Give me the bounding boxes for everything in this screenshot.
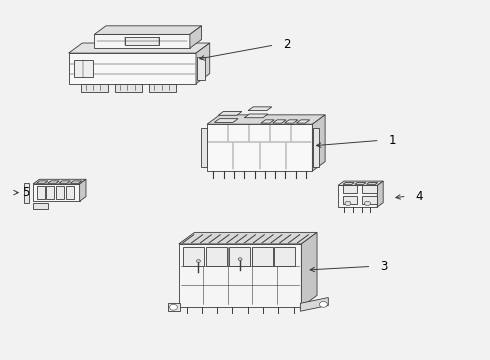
Polygon shape	[149, 84, 176, 91]
Polygon shape	[218, 112, 242, 115]
Polygon shape	[183, 247, 204, 266]
Polygon shape	[261, 120, 274, 123]
Text: 4: 4	[416, 190, 423, 203]
Polygon shape	[248, 107, 272, 111]
Polygon shape	[338, 185, 377, 207]
Polygon shape	[206, 247, 227, 266]
Polygon shape	[296, 120, 310, 123]
Polygon shape	[81, 84, 108, 91]
Polygon shape	[362, 185, 377, 193]
Circle shape	[365, 201, 370, 206]
Polygon shape	[33, 203, 48, 209]
Polygon shape	[125, 37, 159, 45]
Text: 3: 3	[380, 260, 388, 273]
Polygon shape	[207, 115, 325, 124]
Polygon shape	[66, 186, 74, 199]
Polygon shape	[69, 43, 210, 53]
Circle shape	[345, 201, 351, 206]
Polygon shape	[245, 114, 268, 118]
Polygon shape	[74, 60, 93, 77]
Polygon shape	[301, 233, 317, 307]
Polygon shape	[343, 185, 357, 193]
Polygon shape	[95, 26, 201, 34]
Polygon shape	[79, 179, 86, 201]
Polygon shape	[343, 196, 357, 204]
Polygon shape	[48, 181, 59, 183]
Polygon shape	[37, 186, 45, 199]
Text: 1: 1	[389, 134, 396, 147]
Polygon shape	[362, 196, 377, 204]
Polygon shape	[190, 26, 201, 48]
Text: 2: 2	[283, 39, 291, 51]
Polygon shape	[59, 181, 71, 183]
Polygon shape	[95, 34, 190, 48]
Polygon shape	[115, 84, 142, 91]
Polygon shape	[196, 43, 210, 84]
Polygon shape	[33, 184, 79, 201]
Polygon shape	[71, 181, 82, 183]
Polygon shape	[274, 247, 295, 266]
Polygon shape	[207, 124, 313, 171]
Polygon shape	[56, 186, 64, 199]
Circle shape	[238, 258, 242, 261]
Polygon shape	[367, 183, 378, 184]
Polygon shape	[168, 303, 180, 311]
Polygon shape	[197, 57, 205, 80]
Polygon shape	[179, 244, 301, 307]
Circle shape	[319, 302, 327, 307]
Polygon shape	[313, 115, 325, 171]
Polygon shape	[343, 183, 354, 184]
Polygon shape	[338, 181, 383, 185]
Circle shape	[196, 260, 200, 262]
Polygon shape	[201, 128, 207, 167]
Polygon shape	[377, 181, 383, 207]
Polygon shape	[33, 179, 86, 184]
Polygon shape	[69, 53, 196, 84]
Circle shape	[170, 304, 177, 310]
Polygon shape	[251, 247, 272, 266]
Polygon shape	[229, 247, 249, 266]
Polygon shape	[24, 183, 29, 203]
Polygon shape	[179, 233, 317, 244]
Polygon shape	[215, 119, 238, 122]
Polygon shape	[37, 181, 48, 183]
Polygon shape	[285, 120, 298, 123]
Polygon shape	[355, 183, 366, 184]
Polygon shape	[273, 120, 286, 123]
Text: 5: 5	[23, 186, 30, 199]
Polygon shape	[314, 128, 319, 167]
Polygon shape	[46, 186, 54, 199]
Polygon shape	[300, 297, 328, 311]
